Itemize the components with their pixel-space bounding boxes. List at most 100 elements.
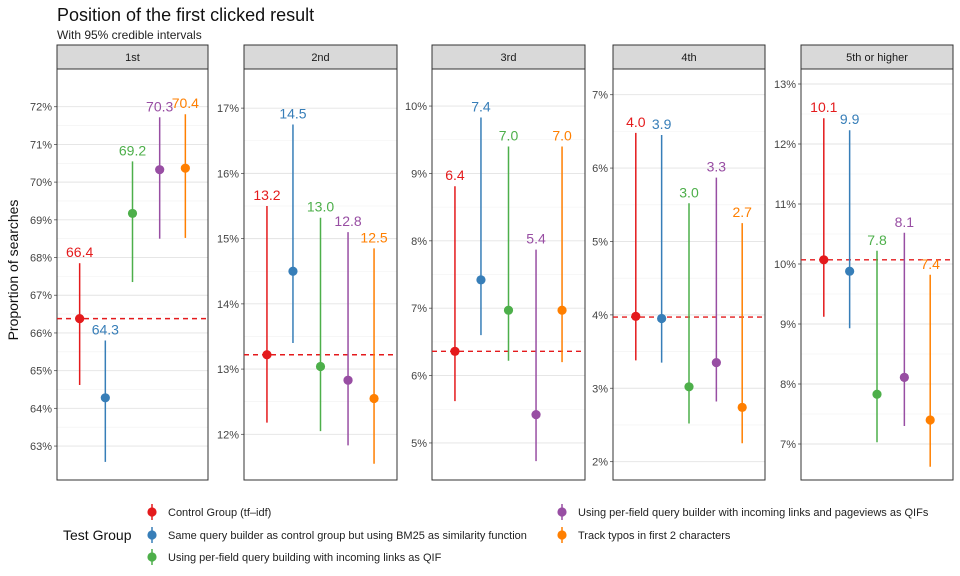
facet-strip — [243, 44, 398, 70]
data-point — [75, 314, 85, 324]
facet-strip-label: 1st — [125, 52, 140, 64]
data-point — [288, 266, 298, 276]
data-point — [737, 402, 747, 412]
legend-label: Track typos in first 2 characters — [578, 530, 731, 542]
value-label: 2.7 — [732, 204, 752, 220]
y-tick-label: 14% — [217, 299, 239, 311]
facet-strip-label: 4th — [681, 52, 696, 64]
y-tick-label: 15% — [217, 234, 239, 246]
y-tick-label: 69% — [30, 215, 52, 227]
legend-item: Track typos in first 2 characters — [557, 527, 731, 543]
value-label: 3.9 — [652, 116, 672, 132]
value-label: 4.0 — [626, 114, 646, 130]
data-point — [819, 255, 829, 265]
y-tick-label: 5% — [592, 236, 608, 248]
value-label: 13.0 — [307, 199, 334, 215]
value-label: 64.3 — [92, 321, 119, 337]
data-point — [180, 163, 190, 173]
legend-key-point — [557, 530, 567, 540]
y-tick-label: 2% — [592, 457, 608, 469]
value-label: 70.4 — [172, 95, 199, 111]
facet-strip-label: 2nd — [311, 52, 329, 64]
y-axis-label: Proportion of searches — [5, 200, 21, 341]
y-tick-label: 7% — [780, 439, 796, 451]
panel-border — [612, 68, 766, 481]
value-label: 8.1 — [895, 214, 915, 230]
y-tick-label: 72% — [30, 102, 52, 114]
y-tick-label: 3% — [592, 383, 608, 395]
legend-label: Using per-field query builder with incom… — [578, 507, 929, 519]
facet-strip — [56, 44, 209, 70]
facet-panel: 3rd 5% 6% 7% 8% 9% 10% 6.4 7.4 7.0 5.4 7.0 — [405, 44, 586, 481]
value-label: 3.3 — [707, 159, 727, 175]
y-tick-label: 12% — [774, 139, 796, 151]
panel-border — [56, 68, 209, 481]
y-tick-label: 11% — [775, 199, 796, 211]
legend-item: Using per-field query building with inco… — [147, 549, 442, 565]
y-tick-label: 64% — [30, 403, 52, 415]
y-tick-label: 5% — [411, 438, 427, 450]
y-tick-label: 70% — [30, 177, 52, 189]
value-label: 7.0 — [499, 127, 519, 143]
facet-strip-label: 5th or higher — [846, 52, 908, 64]
y-tick-label: 9% — [780, 319, 796, 331]
value-label: 7.0 — [552, 127, 572, 143]
y-tick-label: 7% — [411, 303, 427, 315]
legend: Test Group Control Group (tf–idf) Same qu… — [63, 504, 929, 565]
value-label: 5.4 — [526, 231, 546, 247]
data-point — [315, 361, 326, 372]
y-tick-label: 68% — [30, 253, 52, 265]
data-point — [557, 305, 567, 315]
y-tick-label: 13% — [774, 79, 796, 91]
y-tick-label: 66% — [30, 328, 52, 340]
y-tick-label: 63% — [30, 441, 52, 453]
data-point — [925, 415, 935, 425]
y-tick-label: 8% — [411, 236, 427, 248]
legend-item: Control Group (tf–idf) — [147, 504, 271, 520]
legend-label: Using per-field query building with inco… — [168, 552, 442, 564]
data-point — [450, 346, 460, 356]
y-tick-label: 10% — [405, 101, 427, 113]
facet-panel: 2nd 12% 13% 14% 15% 16% 17% 13.2 14.5 13.012.812.… — [217, 44, 398, 481]
facet-panel: 5th or higher 7% 8% 9% 10% 11% 12% 13% 10.19.9 7.… — [774, 44, 954, 481]
panel-border — [800, 68, 954, 481]
value-label: 66.4 — [66, 244, 93, 260]
y-tick-label: 71% — [30, 139, 52, 151]
facet-panels: 1st 63% 64% 65% 66% 67% 68% 69% 70% 71% 72% 66.4 64.… — [30, 44, 954, 481]
value-label: 6.4 — [445, 167, 465, 183]
panel-border — [243, 68, 398, 481]
y-tick-label: 8% — [780, 379, 796, 391]
data-point — [684, 382, 694, 392]
y-tick-label: 10% — [774, 259, 796, 271]
value-label: 69.2 — [119, 142, 146, 158]
y-tick-label: 7% — [592, 90, 608, 102]
y-tick-label: 6% — [411, 371, 427, 383]
y-tick-label: 67% — [30, 290, 52, 302]
facet-strip-label: 3rd — [501, 52, 517, 64]
value-label: 13.2 — [253, 187, 280, 203]
data-point — [155, 165, 165, 175]
data-point — [631, 311, 641, 321]
data-point — [711, 357, 721, 368]
facet-panel: 4th 2% 3% 4% 5% 6% 7% 4.0 3.9 3.0 3.3 2.7 — [592, 44, 766, 481]
legend-item: Using per-field query builder with incom… — [557, 504, 929, 520]
y-tick-label: 6% — [592, 163, 608, 175]
data-point — [369, 393, 379, 404]
value-label: 7.4 — [920, 256, 940, 272]
y-tick-label: 65% — [30, 366, 52, 378]
value-label: 70.3 — [146, 98, 173, 114]
legend-label: Same query builder as control group but … — [168, 530, 527, 542]
value-label: 3.0 — [679, 184, 699, 200]
panel-border — [431, 68, 586, 481]
legend-key-point — [147, 530, 157, 540]
facet-strip — [612, 44, 766, 70]
legend-label: Control Group (tf–idf) — [168, 507, 271, 519]
data-point — [127, 208, 138, 219]
chart-subtitle: With 95% credible intervals — [57, 28, 202, 42]
y-tick-label: 12% — [217, 429, 239, 441]
data-point — [899, 372, 909, 382]
y-tick-label: 9% — [411, 168, 427, 180]
y-tick-label: 4% — [592, 310, 608, 322]
legend-key-point — [147, 507, 157, 517]
